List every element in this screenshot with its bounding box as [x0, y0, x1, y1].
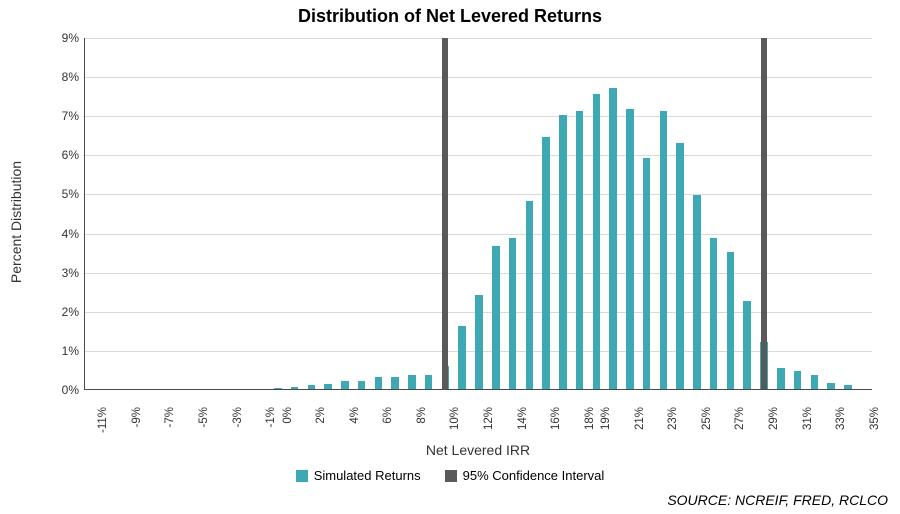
x-tick-label: 18% [580, 407, 596, 447]
bar [542, 137, 550, 389]
gridline [85, 155, 872, 156]
bar [425, 375, 433, 389]
x-tick-label: 8% [412, 407, 428, 447]
plot-area: 0%1%2%3%4%5%6%7%8%9%-11%-9%-7%-5%-3%-1%0… [84, 38, 872, 390]
bar [526, 201, 534, 389]
legend: Simulated Returns 95% Confidence Interval [260, 468, 640, 483]
bar [458, 326, 466, 389]
chart-container: Distribution of Net Levered Returns 0%1%… [0, 0, 900, 514]
bar [324, 384, 332, 389]
x-tick-label: 12% [479, 407, 495, 447]
legend-label: 95% Confidence Interval [463, 468, 605, 483]
bar [509, 238, 517, 389]
gridline [85, 194, 872, 195]
bar [576, 111, 584, 389]
x-tick-label: 2% [311, 407, 327, 447]
y-tick-label: 7% [62, 109, 85, 123]
bar [827, 383, 835, 389]
chart-title: Distribution of Net Levered Returns [0, 6, 900, 27]
legend-swatch [296, 470, 308, 482]
bar [811, 375, 819, 389]
x-tick-label: 33% [831, 407, 847, 447]
x-tick-label: 35% [865, 407, 881, 447]
bar [358, 381, 366, 389]
bar [676, 143, 684, 389]
x-tick-label: -11% [93, 407, 109, 447]
legend-item-ci: 95% Confidence Interval [445, 468, 605, 483]
bar [341, 381, 349, 389]
bar [391, 377, 399, 389]
bar [693, 195, 701, 389]
x-tick-label: -3% [228, 407, 244, 447]
ci-upper-line [761, 38, 767, 389]
y-tick-label: 2% [62, 305, 85, 319]
y-tick-label: 0% [62, 383, 85, 397]
bar [308, 385, 316, 389]
x-tick-label: -5% [194, 407, 210, 447]
bar [475, 295, 483, 389]
bar [727, 252, 735, 389]
x-tick-label: 25% [697, 407, 713, 447]
x-tick-label: 14% [513, 407, 529, 447]
x-tick-label: 19% [596, 407, 612, 447]
bar [743, 301, 751, 389]
bar [660, 111, 668, 389]
ci-lower-line [442, 38, 448, 389]
x-tick-label: 4% [345, 407, 361, 447]
x-tick-label: 10% [445, 407, 461, 447]
bar [710, 238, 718, 389]
y-tick-label: 5% [62, 187, 85, 201]
bar [626, 109, 634, 389]
bar [777, 368, 785, 390]
legend-swatch [445, 470, 457, 482]
x-tick-label: 31% [798, 407, 814, 447]
bar [844, 385, 852, 389]
legend-item-simulated: Simulated Returns [296, 468, 421, 483]
bar [291, 387, 299, 389]
x-tick-label: 23% [663, 407, 679, 447]
y-tick-label: 1% [62, 344, 85, 358]
x-tick-label: -1% [261, 407, 277, 447]
y-axis-title: Percent Distribution [8, 46, 24, 398]
bar [408, 375, 416, 389]
bar [274, 388, 282, 389]
bar [609, 88, 617, 389]
x-tick-label: 0% [278, 407, 294, 447]
gridline [85, 77, 872, 78]
gridline [85, 234, 872, 235]
x-tick-label: 6% [378, 407, 394, 447]
legend-label: Simulated Returns [314, 468, 421, 483]
x-tick-label: -9% [127, 407, 143, 447]
y-tick-label: 4% [62, 227, 85, 241]
y-tick-label: 8% [62, 70, 85, 84]
y-tick-label: 9% [62, 31, 85, 45]
bar [794, 371, 802, 389]
y-tick-label: 3% [62, 266, 85, 280]
bar [375, 377, 383, 389]
x-axis-title: Net Levered IRR [84, 442, 872, 458]
x-tick-label: -7% [160, 407, 176, 447]
x-tick-label: 27% [730, 407, 746, 447]
bar [593, 94, 601, 389]
bar [559, 115, 567, 389]
x-tick-label: 21% [630, 407, 646, 447]
gridline [85, 38, 872, 39]
bar [492, 246, 500, 389]
gridline [85, 273, 872, 274]
gridline [85, 116, 872, 117]
x-tick-label: 29% [764, 407, 780, 447]
y-tick-label: 6% [62, 148, 85, 162]
x-tick-label: 16% [546, 407, 562, 447]
source-citation: SOURCE: NCREIF, FRED, RCLCO [667, 492, 888, 508]
bar [643, 158, 651, 389]
